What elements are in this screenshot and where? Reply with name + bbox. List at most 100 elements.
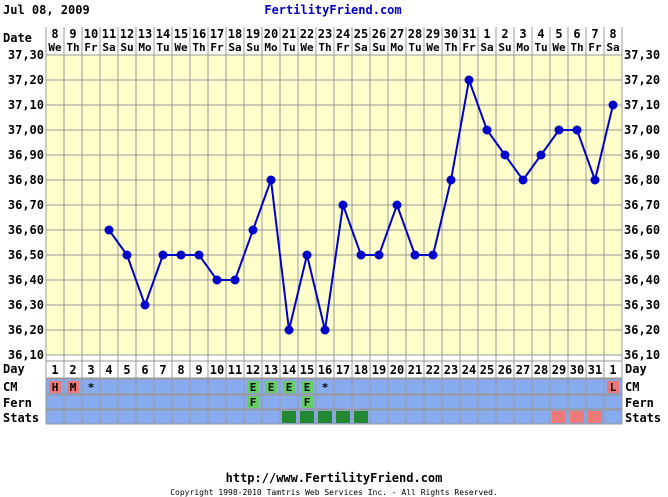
day-number: 18 [354,363,368,377]
y-tick-label: 36,90 [8,148,44,162]
footer-copyright: Copyright 1998-2010 Tamtris Web Services… [170,488,498,497]
y-tick-label: 36,80 [8,173,44,187]
temperature-point [374,250,384,260]
stats-pink-marker [588,411,602,423]
date-row-label: Date [3,31,32,45]
y-tick-label: 37,30 [8,48,44,62]
cm-value: E [250,381,257,394]
weekday-label: Sa [354,41,367,54]
stats-cell [603,409,623,425]
cm-cell [423,378,443,395]
date-label: 8 [609,27,616,41]
day-number: 25 [480,363,494,377]
y-tick-label-right: 37,30 [624,48,660,62]
date-label: 27 [390,27,404,41]
stats-pink-marker [552,411,566,423]
stats-cell [387,409,407,425]
cm-cell [513,378,533,395]
stats-cell [171,409,191,425]
fern-cell [549,394,569,410]
cm-cell [567,378,587,395]
day-number: 8 [177,363,184,377]
y-tick-label-right: 36,30 [624,298,660,312]
fern-cell [333,394,353,410]
footer-url: http://www.FertilityFriend.com [226,471,443,485]
weekday-label: We [552,41,566,54]
stats-cell [243,409,263,425]
day-number: 6 [141,363,148,377]
fern-cell [45,394,65,410]
date-label: 31 [462,27,476,41]
fern-marker [247,396,259,408]
fern-cell [135,394,155,410]
fern-cell [261,394,281,410]
y-tick-label-right: 36,20 [624,323,660,337]
day-number: 3 [87,363,94,377]
stats-cell [405,409,425,425]
stats-cell [531,409,551,425]
fern-value: F [304,396,311,409]
y-tick-label: 36,40 [8,273,44,287]
y-tick-label-right: 37,20 [624,73,660,87]
fern-cell [369,394,389,410]
fern-cell [567,394,587,410]
date-label: 11 [102,27,116,41]
stats-row-label-right: Stats [625,411,661,425]
date-label: 23 [318,27,332,41]
temperature-point [212,275,222,285]
day-number: 24 [462,363,476,377]
stats-green-marker [300,411,314,423]
day-cell [603,360,623,379]
y-tick-label: 37,00 [8,123,44,137]
date-labels: 8 9 10 11 12 13 14 15 16 17 18 19 20 21 22 23 24 25 26 27 28… [51,27,616,41]
cm-cell [459,378,479,395]
cm-row-label: CM [3,380,17,394]
weekday-label: Sa [606,41,619,54]
day-number: 1 [51,363,58,377]
y-tick-label-right: 36,60 [624,223,660,237]
cm-value: H [52,381,59,394]
weekday-label: We [174,41,188,54]
day-number: 26 [498,363,512,377]
date-label: 7 [591,27,598,41]
brand-title: FertilityFriend.com [264,3,401,17]
day-number: 5 [123,363,130,377]
cm-cell [153,378,173,395]
fern-row-label-right: Fern [625,396,654,410]
cm-value: E [268,381,275,394]
cm-cell [495,378,515,395]
fern-cell [171,394,191,410]
stats-green-marker [282,411,296,423]
day-row-label: Day [3,362,25,376]
date-label: 1 [483,27,490,41]
stats-cell [459,409,479,425]
fern-cell [459,394,479,410]
day-number: 21 [408,363,422,377]
cm-cell [405,378,425,395]
temperature-point [554,125,564,135]
weekday-label: Th [192,41,205,54]
fern-cell [315,394,335,410]
temperature-point [482,125,492,135]
date-label: 12 [120,27,134,41]
weekday-label: Sa [228,41,241,54]
date-label: 22 [300,27,314,41]
y-tick-label: 37,10 [8,98,44,112]
day-number: 15 [300,363,314,377]
fern-value: F [250,396,257,409]
temperature-point [338,200,348,210]
cm-menses-marker [49,381,61,393]
cm-cell [441,378,461,395]
y-tick-label: 36,50 [8,248,44,262]
y-tick-label-right: 36,40 [624,273,660,287]
stats-pink-marker [570,411,584,423]
stats-cell [261,409,281,425]
fern-cell [477,394,497,410]
fern-cell [423,394,443,410]
cm-cell [333,378,353,395]
cm-cell [189,378,209,395]
stats-cell [225,409,245,425]
temperature-point [140,300,150,310]
cm-row-label-right: CM [625,380,639,394]
date-label: 21 [282,27,296,41]
